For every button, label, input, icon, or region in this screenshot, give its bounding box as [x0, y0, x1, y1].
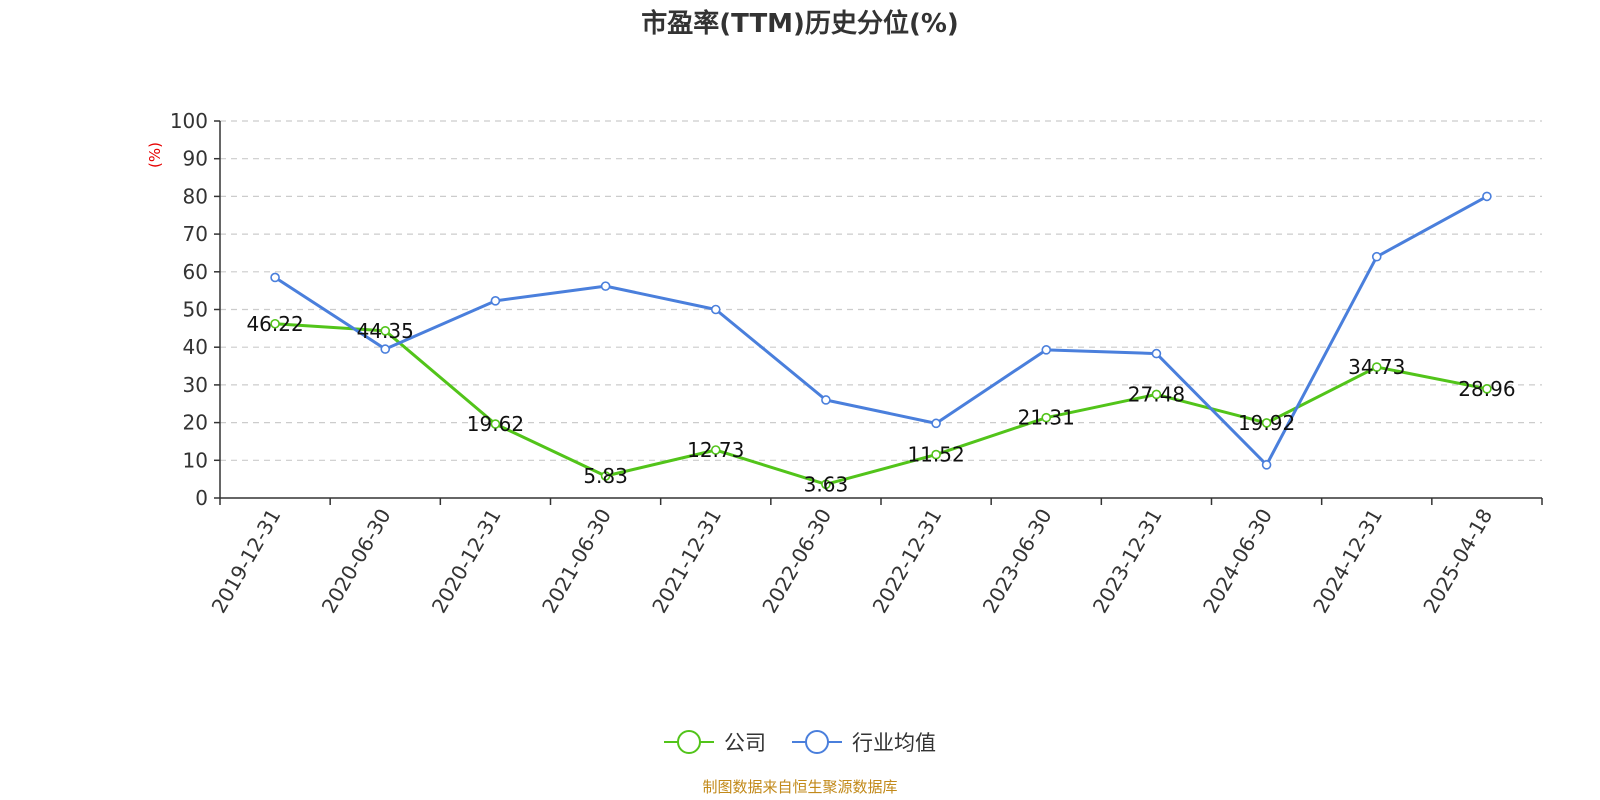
- series-1: [270, 191, 1492, 470]
- x-tick-label: 2021-12-31: [647, 505, 726, 618]
- data-point: [380, 344, 391, 354]
- y-tick-label: 100: [170, 109, 208, 133]
- data-point: [931, 449, 941, 460]
- data-point: [821, 395, 831, 405]
- y-tick-label: 30: [183, 373, 208, 397]
- legend: 公司 行业均值: [664, 730, 936, 755]
- data-point: [1151, 348, 1162, 359]
- data-point: [1482, 384, 1492, 394]
- chart-title: 市盈率(TTM)历史分位(%): [641, 8, 959, 39]
- data-point: [380, 326, 391, 336]
- data-labels: 46.22 44.35 19.62 5.83 12.73 3.63 11.52 21.31 27…: [246, 312, 1515, 497]
- data-point: [1371, 362, 1382, 372]
- data-label: 11.52: [907, 443, 964, 467]
- data-point: [710, 304, 721, 315]
- y-tick-label: 70: [183, 222, 208, 246]
- x-tick-label: 2024-12-31: [1308, 505, 1387, 618]
- data-label: 27.48: [1128, 382, 1185, 406]
- data-point: [1371, 251, 1382, 262]
- data-point: [490, 419, 501, 429]
- x-tick-label: 2019-12-31: [207, 505, 286, 618]
- series-0: [270, 318, 1492, 490]
- data-label: 46.22: [246, 312, 303, 336]
- x-tick-label: 2023-06-30: [978, 505, 1057, 618]
- x-tick-label: 2021-06-30: [537, 505, 616, 618]
- data-label: 5.83: [583, 464, 628, 488]
- data-point: [1041, 345, 1052, 355]
- data-label: 44.35: [357, 319, 414, 343]
- data-label: 34.73: [1348, 355, 1405, 379]
- y-axis-unit-label: (%): [146, 142, 164, 168]
- data-point: [931, 418, 941, 429]
- data-point: [821, 479, 831, 490]
- series-lines: [270, 191, 1492, 490]
- grid-lines: [220, 120, 1542, 461]
- data-label: 19.62: [467, 412, 524, 436]
- x-tick-label: 2020-06-30: [317, 505, 396, 618]
- data-label: 12.73: [687, 438, 744, 462]
- legend-label: 行业均值: [852, 731, 936, 755]
- y-tick-label: 40: [183, 335, 208, 359]
- data-point: [710, 445, 721, 455]
- y-tick-label: 80: [183, 184, 208, 208]
- legend-item-1: 行业均值: [792, 730, 936, 755]
- legend-item-0: 公司: [664, 730, 766, 755]
- data-point: [270, 318, 280, 329]
- series-line: [274, 195, 1488, 467]
- legend-marker: [677, 730, 701, 754]
- data-point: [1261, 418, 1272, 428]
- x-tick-label: 2023-12-31: [1088, 505, 1167, 618]
- x-tick-label: 2024-06-30: [1198, 505, 1277, 618]
- data-point: [600, 471, 611, 481]
- data-point: [1151, 389, 1162, 400]
- y-tick-label: 0: [195, 486, 208, 510]
- x-tick-label: 2025-04-18: [1418, 505, 1497, 618]
- data-point: [1041, 412, 1052, 423]
- data-label: 28.96: [1458, 377, 1515, 401]
- data-label: 21.31: [1018, 406, 1075, 430]
- axes: 0 10 20 30 40 50 60 70 80 90 100 2019-12-31 2020-06-…: [170, 109, 1543, 618]
- y-tick-label: 20: [183, 411, 208, 435]
- x-tick-label: 2020-12-31: [427, 505, 506, 618]
- y-tick-label: 90: [183, 147, 208, 171]
- legend-marker: [805, 730, 829, 754]
- data-point: [270, 272, 280, 283]
- data-point: [1482, 191, 1492, 202]
- x-tick-label: 2022-12-31: [868, 505, 947, 618]
- y-tick-label: 60: [183, 260, 208, 284]
- y-tick-label: 50: [183, 298, 208, 322]
- data-label: 19.92: [1238, 411, 1295, 435]
- legend-label: 公司: [724, 731, 766, 755]
- data-label: 3.63: [804, 472, 849, 496]
- x-tick-label: 2022-06-30: [757, 505, 836, 618]
- data-point: [600, 281, 611, 291]
- data-point: [490, 296, 501, 306]
- data-source-note: 制图数据来自恒生聚源数据库: [702, 778, 897, 796]
- y-tick-label: 10: [183, 448, 208, 472]
- data-point: [1261, 460, 1272, 470]
- series-line: [274, 322, 1488, 486]
